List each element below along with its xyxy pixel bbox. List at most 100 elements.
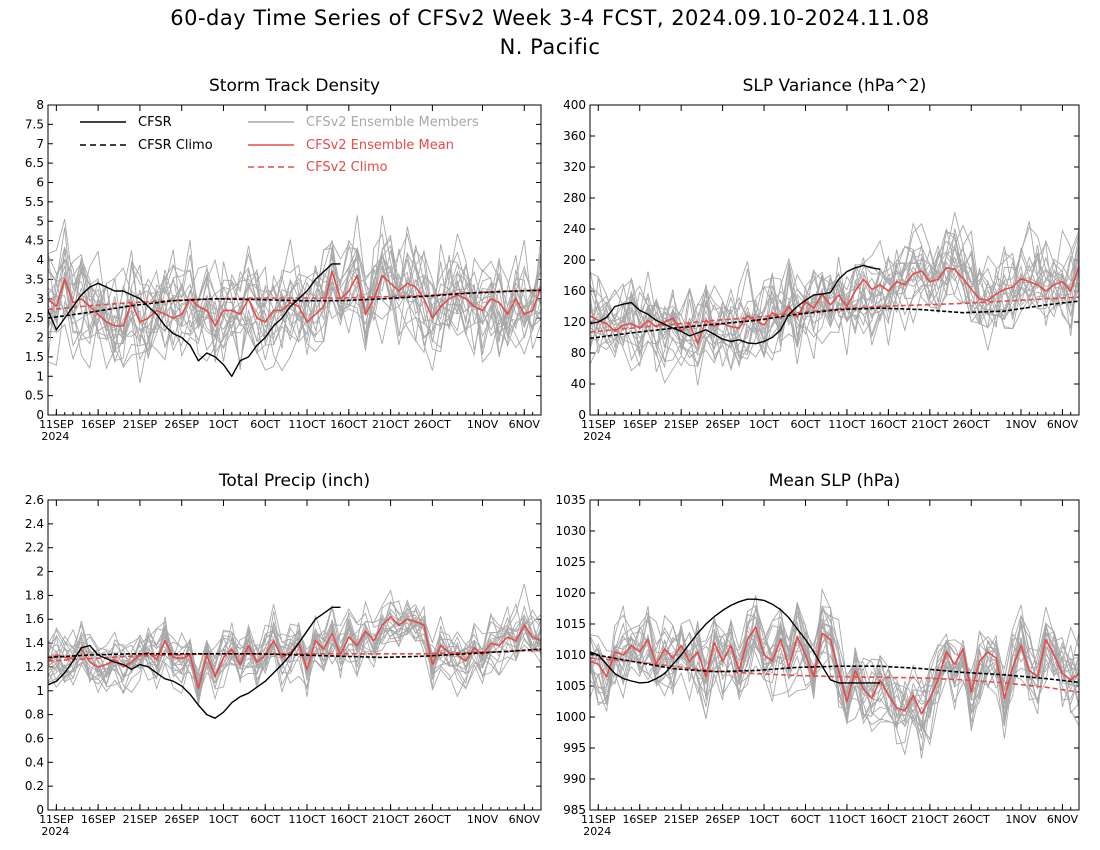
plot-area bbox=[48, 215, 541, 384]
x-tick-label: 16SEP bbox=[622, 813, 657, 826]
y-tick-label: 40 bbox=[571, 377, 586, 391]
ensemble-member-line bbox=[48, 234, 541, 370]
y-tick-label: 1025 bbox=[555, 555, 586, 569]
panel-title: Total Precip (inch) bbox=[218, 471, 370, 491]
panel-frame bbox=[589, 104, 1080, 416]
ensemble-member-line bbox=[48, 215, 541, 369]
x-tick-label: 11SEP bbox=[39, 813, 74, 826]
y-tick-label: 6 bbox=[36, 176, 44, 190]
ensemble-member-line bbox=[590, 228, 1079, 363]
panel-frame bbox=[589, 499, 1080, 811]
ensemble-member-line bbox=[48, 255, 541, 370]
ensemble-member-line bbox=[48, 252, 541, 370]
x-tick-label: 21SEP bbox=[664, 418, 699, 431]
y-tick-label: 2.4 bbox=[25, 517, 44, 531]
x-tick-label: 1NOV bbox=[467, 813, 499, 826]
x-tick-label: 6NOV bbox=[1047, 813, 1079, 826]
x-tick-label: 11OCT bbox=[289, 418, 326, 431]
y-tick-label: 0 bbox=[36, 803, 44, 817]
y-tick-label: 240 bbox=[563, 222, 586, 236]
x-tick-label: 11OCT bbox=[828, 813, 865, 826]
ensemble-member-line bbox=[48, 239, 541, 361]
y-tick-label: 0 bbox=[578, 408, 586, 422]
y-tick-label: 995 bbox=[563, 741, 586, 755]
y-tick-label: 5.5 bbox=[25, 195, 44, 209]
panel-3: Total Precip (inch) 0 0.2 0.4 0.6 0.8 1 1.2 1.4 1… bbox=[25, 471, 542, 838]
x-tick-label: 1NOV bbox=[467, 418, 499, 431]
x-tick-label: 6NOV bbox=[509, 418, 541, 431]
x-tick-label: 6NOV bbox=[509, 813, 541, 826]
figure-title: 60-day Time Series of CFSv2 Week 3-4 FCS… bbox=[170, 6, 930, 30]
y-tick-label: 1010 bbox=[555, 648, 586, 662]
x-year-label: 2024 bbox=[583, 430, 611, 443]
ensemble-member-line bbox=[590, 226, 1079, 363]
x-tick-label: 11OCT bbox=[828, 418, 865, 431]
x-year-label: 2024 bbox=[41, 825, 69, 838]
x-tick-label: 11SEP bbox=[39, 418, 74, 431]
x-tick-label: 26OCT bbox=[414, 813, 451, 826]
y-tick-label: 7.5 bbox=[25, 117, 44, 131]
panel-frame bbox=[47, 104, 542, 416]
y-tick-label: 3 bbox=[36, 292, 44, 306]
x-tick-label: 1OCT bbox=[749, 813, 779, 826]
x-year-label: 2024 bbox=[583, 825, 611, 838]
x-tick-label: 26SEP bbox=[164, 813, 199, 826]
y-tick-label: 320 bbox=[563, 160, 586, 174]
y-tick-label: 2.2 bbox=[25, 541, 44, 555]
y-tick-label: 5 bbox=[36, 214, 44, 228]
ensemble-member-line bbox=[48, 218, 541, 362]
y-tick-label: 1005 bbox=[555, 679, 586, 693]
x-tick-label: 6OCT bbox=[250, 813, 280, 826]
x-tick-label: 26OCT bbox=[953, 813, 990, 826]
ensemble-member-line bbox=[48, 237, 541, 355]
x-tick-label: 26OCT bbox=[953, 418, 990, 431]
y-tick-label: 160 bbox=[563, 284, 586, 298]
cfsv2-climo-line bbox=[48, 649, 541, 662]
cfsr-line bbox=[48, 263, 341, 377]
legend: CFSR CFSR Climo CFSv2 Ensemble Members CFSv… bbox=[80, 115, 479, 175]
panel-title: Mean SLP (hPa) bbox=[769, 471, 901, 491]
legend-members-label: CFSv2 Ensemble Members bbox=[306, 115, 479, 130]
cfsr-line bbox=[590, 264, 881, 345]
plot-area bbox=[590, 212, 1079, 386]
y-tick-label: 2.5 bbox=[25, 311, 44, 325]
x-tick-label: 16SEP bbox=[622, 418, 657, 431]
figure-subtitle: N. Pacific bbox=[499, 35, 601, 59]
x-tick-label: 26SEP bbox=[705, 418, 740, 431]
x-tick-label: 1NOV bbox=[1005, 813, 1037, 826]
panel-frame bbox=[47, 499, 542, 811]
y-tick-label: 2 bbox=[36, 565, 44, 579]
ensemble-member-line bbox=[590, 606, 1079, 741]
legend-ens-mean-label: CFSv2 Ensemble Mean bbox=[306, 138, 454, 153]
x-year-label: 2024 bbox=[41, 430, 69, 443]
y-tick-label: 0.6 bbox=[25, 731, 44, 745]
ensemble-member-line bbox=[590, 224, 1079, 386]
ensemble-mean-line bbox=[590, 626, 1079, 715]
y-tick-label: 1020 bbox=[555, 586, 586, 600]
y-tick-label: 80 bbox=[571, 346, 586, 360]
x-tick-label: 21OCT bbox=[372, 813, 409, 826]
y-tick-label: 1015 bbox=[555, 617, 586, 631]
x-tick-label: 11SEP bbox=[581, 813, 616, 826]
y-tick-label: 8 bbox=[36, 98, 44, 112]
panel-2: SLP Variance (hPa^2) 0 40 80 120 160 200 240 280… bbox=[563, 76, 1080, 443]
ensemble-member-line bbox=[590, 604, 1079, 718]
x-tick-label: 16SEP bbox=[81, 813, 116, 826]
x-tick-label: 1OCT bbox=[208, 418, 238, 431]
y-tick-label: 0.2 bbox=[25, 779, 44, 793]
panel-title: SLP Variance (hPa^2) bbox=[743, 76, 927, 96]
cfsv2-climo-line bbox=[590, 657, 1079, 693]
y-tick-label: 4.5 bbox=[25, 234, 44, 248]
plot-area bbox=[590, 587, 1079, 759]
cfsr-line bbox=[590, 598, 881, 684]
ensemble-member-line bbox=[48, 583, 541, 693]
ensemble-member-line bbox=[590, 252, 1079, 369]
x-tick-label: 1OCT bbox=[208, 813, 238, 826]
x-tick-label: 21SEP bbox=[123, 418, 158, 431]
ensemble-member-line bbox=[590, 239, 1079, 362]
legend-cfsr-label: CFSR bbox=[138, 115, 172, 130]
y-tick-label: 1000 bbox=[555, 710, 586, 724]
y-tick-label: 0.8 bbox=[25, 708, 44, 722]
x-tick-label: 26SEP bbox=[705, 813, 740, 826]
x-tick-label: 16OCT bbox=[870, 418, 907, 431]
